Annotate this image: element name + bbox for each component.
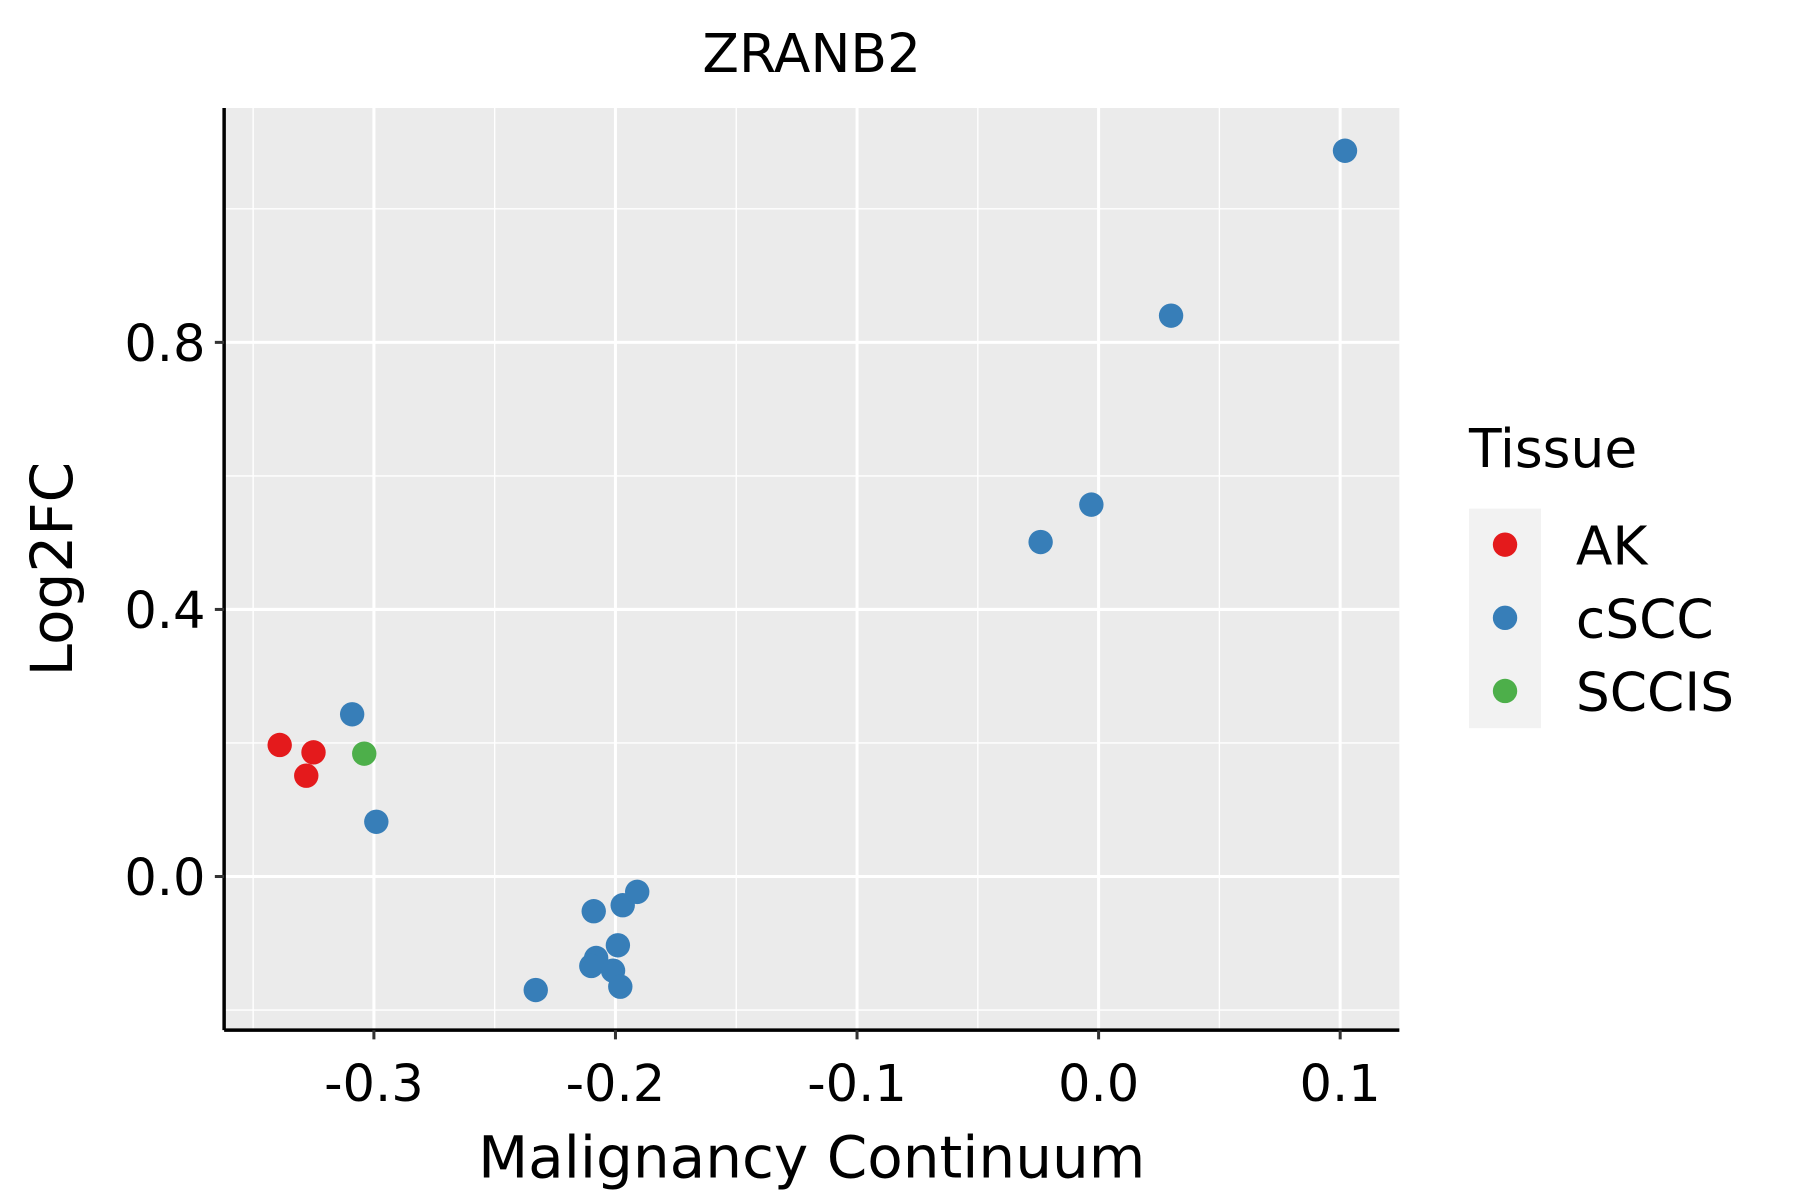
data-point-cscc — [1028, 529, 1053, 555]
data-point-cscc — [523, 977, 548, 1003]
x-tick-label: -0.2 — [566, 1055, 666, 1114]
data-point-cscc — [1079, 492, 1104, 517]
data-point-sccis — [352, 741, 377, 766]
data-point-cscc — [579, 953, 604, 979]
legend-label-cscc: cSCC — [1576, 588, 1714, 651]
x-tick-label: 0.0 — [1058, 1055, 1139, 1114]
x-tick-label: -0.3 — [324, 1055, 424, 1114]
data-point-cscc — [364, 809, 389, 834]
y-tick-label: 0.8 — [124, 315, 205, 374]
legend: Tissue AK cSCC SCCIS — [1468, 417, 1734, 729]
data-point-ak — [294, 763, 319, 788]
data-point-ak — [301, 740, 326, 765]
data-point-ak — [267, 732, 292, 758]
x-tick-label: 0.1 — [1300, 1055, 1381, 1114]
x-tick-label: -0.1 — [807, 1055, 907, 1114]
data-point-cscc — [605, 933, 631, 958]
legend-key-cscc — [1492, 605, 1518, 631]
data-point-cscc — [339, 702, 365, 727]
x-axis-label: Malignancy Continuum — [478, 1124, 1145, 1192]
data-point-cscc — [625, 879, 650, 905]
data-point-cscc — [1332, 138, 1358, 163]
legend-label-sccis: SCCIS — [1576, 661, 1734, 724]
chart-title: ZRANB2 — [702, 22, 921, 85]
legend-title: Tissue — [1468, 417, 1637, 480]
y-axis-label: Log2FC — [18, 462, 86, 677]
data-point-cscc — [608, 974, 633, 999]
data-point-cscc — [1158, 303, 1184, 328]
legend-key-sccis — [1492, 678, 1518, 704]
y-tick-label: 0.0 — [124, 849, 205, 908]
legend-label-ak: AK — [1576, 514, 1650, 577]
data-point-cscc — [581, 899, 606, 924]
y-tick-label: 0.4 — [124, 582, 205, 641]
legend-key-ak — [1492, 532, 1518, 557]
plot-panel — [224, 108, 1400, 1031]
